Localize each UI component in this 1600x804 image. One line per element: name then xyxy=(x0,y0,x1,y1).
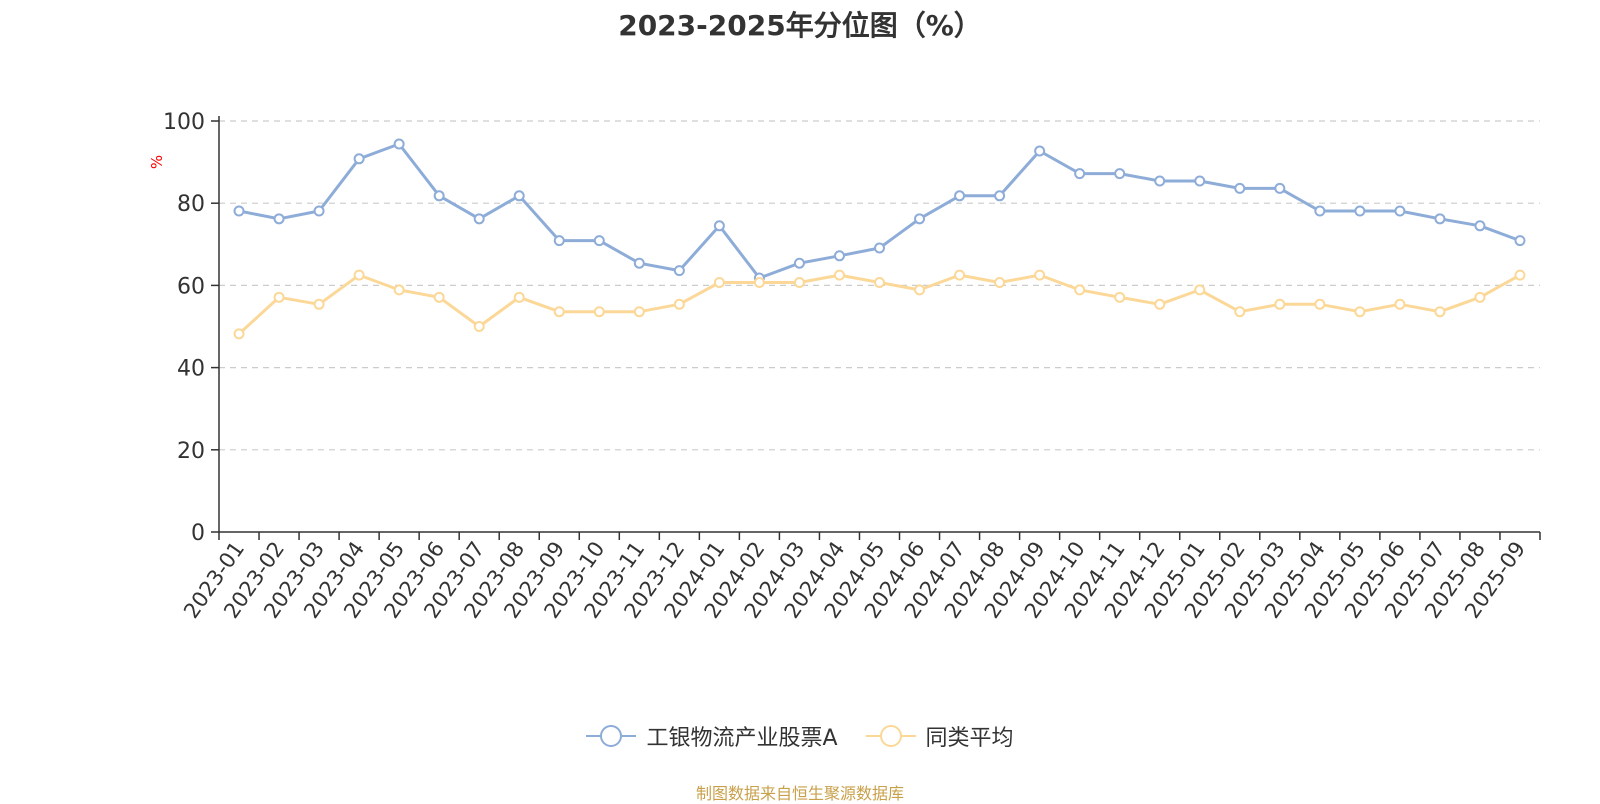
data-point-series-1[interactable] xyxy=(633,306,645,318)
legend-peer-marker-icon xyxy=(865,725,916,747)
data-point-series-0[interactable] xyxy=(1114,168,1126,180)
data-point-series-0[interactable] xyxy=(353,153,365,165)
data-point-series-0[interactable] xyxy=(1514,235,1526,247)
data-point-series-0[interactable] xyxy=(633,257,645,269)
legend-peer-label: 同类平均 xyxy=(925,726,1014,751)
data-point-series-1[interactable] xyxy=(593,306,605,318)
data-point-series-1[interactable] xyxy=(1394,298,1406,310)
y-tick-label: 60 xyxy=(177,274,205,299)
data-point-series-1[interactable] xyxy=(1154,298,1166,310)
series-lines xyxy=(233,138,1526,340)
y-tick-label: 0 xyxy=(191,521,205,546)
data-point-series-1[interactable] xyxy=(233,328,245,340)
legend-fund-marker-icon xyxy=(586,725,637,747)
data-point-series-0[interactable] xyxy=(833,250,845,262)
data-point-series-0[interactable] xyxy=(1154,175,1166,187)
data-point-series-0[interactable] xyxy=(914,213,926,225)
series-line-0 xyxy=(238,142,1521,280)
data-point-series-1[interactable] xyxy=(874,277,885,289)
data-point-series-0[interactable] xyxy=(673,265,685,277)
data-point-series-1[interactable] xyxy=(1354,306,1366,318)
data-point-series-1[interactable] xyxy=(1434,306,1446,318)
data-point-series-0[interactable] xyxy=(1434,213,1446,225)
legend-item-fund[interactable]: 工银物流产业股票A xyxy=(586,720,838,752)
tick-labels: 020406080100%2023-012023-022023-032023-0… xyxy=(148,110,1530,623)
data-point-series-0[interactable] xyxy=(433,190,445,202)
y-tick-label: 100 xyxy=(163,110,205,135)
data-point-series-1[interactable] xyxy=(1514,269,1526,281)
data-point-series-1[interactable] xyxy=(1234,306,1246,318)
y-tick-label: 40 xyxy=(177,357,205,382)
data-point-series-1[interactable] xyxy=(793,277,805,289)
data-point-series-0[interactable] xyxy=(1474,220,1486,232)
data-point-series-1[interactable] xyxy=(513,291,525,303)
data-point-series-1[interactable] xyxy=(1034,269,1046,281)
data-point-series-0[interactable] xyxy=(954,190,966,202)
y-tick-label: 20 xyxy=(177,439,205,464)
data-point-series-0[interactable] xyxy=(233,205,245,217)
data-point-series-1[interactable] xyxy=(1194,284,1206,296)
data-point-series-1[interactable] xyxy=(833,269,845,281)
data-point-series-0[interactable] xyxy=(313,205,325,217)
data-point-series-0[interactable] xyxy=(713,220,725,232)
data-point-series-1[interactable] xyxy=(673,298,685,310)
data-point-series-1[interactable] xyxy=(753,277,765,289)
data-point-series-1[interactable] xyxy=(473,321,485,332)
data-point-series-1[interactable] xyxy=(914,284,926,296)
data-point-series-0[interactable] xyxy=(793,257,805,269)
data-point-series-0[interactable] xyxy=(994,190,1006,202)
data-point-series-1[interactable] xyxy=(273,291,285,303)
data-point-series-1[interactable] xyxy=(1114,291,1126,303)
data-point-series-1[interactable] xyxy=(1074,284,1086,296)
source-note: 制图数据来自恒生聚源数据库 xyxy=(695,784,904,803)
data-point-series-0[interactable] xyxy=(553,235,565,247)
data-point-series-0[interactable] xyxy=(273,213,285,225)
data-point-series-0[interactable] xyxy=(513,190,525,202)
data-point-series-1[interactable] xyxy=(353,269,365,281)
data-point-series-1[interactable] xyxy=(393,284,405,296)
data-point-series-1[interactable] xyxy=(713,277,725,289)
axes xyxy=(211,116,1541,540)
data-point-series-0[interactable] xyxy=(473,213,485,225)
y-axis-unit-label: % xyxy=(148,155,166,169)
data-point-series-0[interactable] xyxy=(1194,175,1206,187)
y-tick-label: 80 xyxy=(177,192,205,217)
data-point-series-0[interactable] xyxy=(1234,182,1246,194)
data-point-series-0[interactable] xyxy=(1074,168,1086,180)
data-point-series-0[interactable] xyxy=(1034,145,1046,157)
legend-item-peer-average[interactable]: 同类平均 xyxy=(865,720,1014,752)
legend-fund-label: 工银物流产业股票A xyxy=(646,726,838,751)
data-point-series-1[interactable] xyxy=(313,298,325,310)
line-chart: 020406080100%2023-012023-022023-032023-0… xyxy=(148,110,1541,623)
legend: 工银物流产业股票A 同类平均 xyxy=(0,720,1600,752)
data-point-series-0[interactable] xyxy=(1394,205,1406,217)
data-point-series-0[interactable] xyxy=(1314,205,1326,217)
data-point-series-1[interactable] xyxy=(994,277,1006,289)
data-point-series-1[interactable] xyxy=(954,269,966,281)
data-point-series-0[interactable] xyxy=(593,235,605,247)
data-point-series-0[interactable] xyxy=(874,242,885,254)
data-point-series-1[interactable] xyxy=(1314,298,1326,310)
data-point-series-1[interactable] xyxy=(1474,291,1486,303)
data-point-series-1[interactable] xyxy=(1274,298,1286,310)
data-point-series-0[interactable] xyxy=(1274,182,1286,194)
chart-title: 2023-2025年分位图（%） xyxy=(618,9,982,42)
data-point-series-1[interactable] xyxy=(433,291,445,303)
data-point-series-1[interactable] xyxy=(553,306,565,318)
data-point-series-0[interactable] xyxy=(393,138,405,150)
data-point-series-0[interactable] xyxy=(1354,205,1366,217)
